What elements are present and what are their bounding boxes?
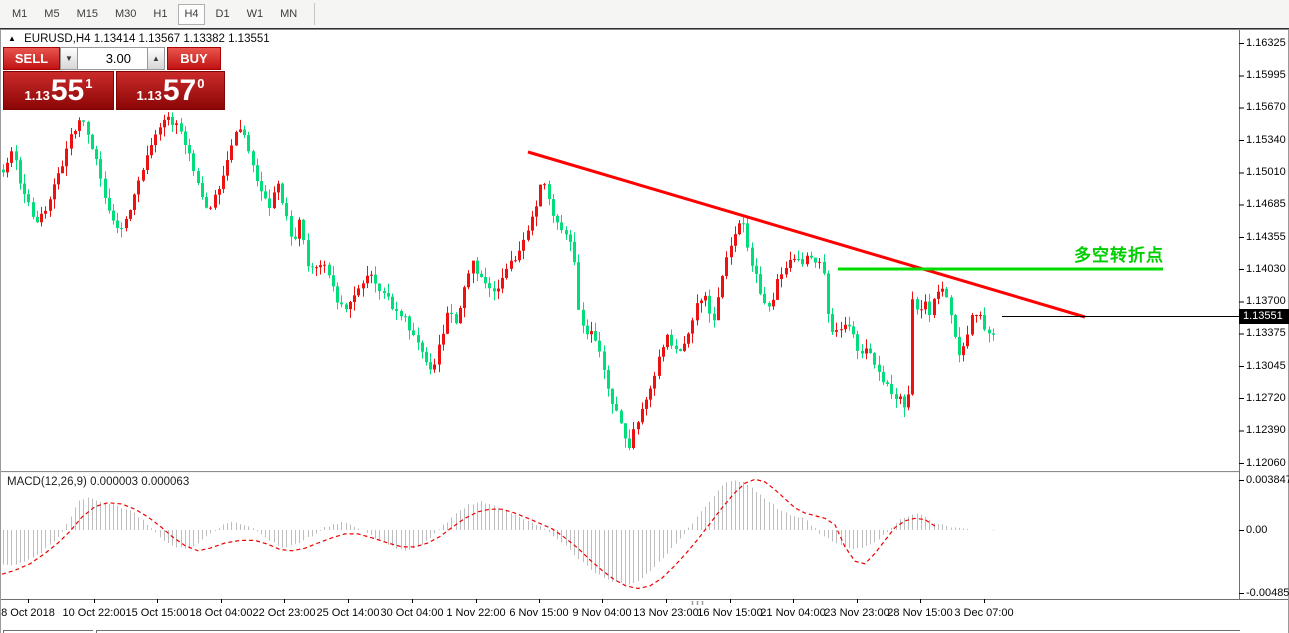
- macd-axis-label: 0.00: [1246, 524, 1268, 536]
- time-axis-label: 25 Oct 14:00: [316, 607, 380, 619]
- price-axis-label: 1.13700: [1246, 295, 1286, 308]
- timeframe-button-w1[interactable]: W1: [246, 7, 264, 20]
- buy-price-button[interactable]: 1.13 57 0: [116, 71, 225, 110]
- time-axis-label: 21 Nov 04:00: [760, 607, 826, 619]
- time-axis-label: 13 Nov 23:00: [633, 607, 699, 619]
- buy-price-pips: 57: [162, 73, 197, 107]
- macd-axis-label: 0.003847: [1246, 473, 1289, 486]
- time-axis-label: 1 Nov 22:00: [446, 607, 506, 619]
- macd-indicator-label: MACD(12,26,9) 0.000003 0.000063: [7, 476, 189, 488]
- volume-input[interactable]: [78, 47, 147, 70]
- sell-price-button[interactable]: 1.13 55 1: [3, 71, 114, 110]
- price-axis-label: 1.15670: [1246, 101, 1286, 114]
- price-axis-label: 1.14685: [1246, 198, 1286, 211]
- volume-decrease-button[interactable]: ▼: [60, 47, 78, 70]
- buy-price-point: 0: [197, 76, 205, 91]
- time-axis-label: 16 Nov 15:00: [697, 607, 763, 619]
- chart-title: ▲ EURUSD,H4 1.13414 1.13567 1.13382 1.13…: [8, 33, 270, 45]
- one-click-trading-panel: SELL ▼ ▲ BUY 1.13 55 1 1.13 57 0: [3, 47, 227, 111]
- price-axis-label: 1.16325: [1246, 37, 1286, 49]
- timeframe-button-h4[interactable]: H4: [178, 3, 205, 25]
- price-axis-label: 1.15010: [1246, 166, 1286, 179]
- time-axis-label: 30 Oct 04:00: [380, 607, 444, 619]
- symbol-period-label: EURUSD,H4: [24, 33, 91, 45]
- time-axis-label: 9 Nov 04:00: [572, 607, 632, 619]
- collapse-panel-icon[interactable]: ▲: [8, 34, 16, 43]
- current-price-badge: 1.13551: [1239, 309, 1289, 324]
- price-axis-label: 1.14030: [1246, 262, 1286, 275]
- buy-button[interactable]: BUY: [167, 47, 221, 70]
- time-axis-label: 3 Dec 07:00: [954, 607, 1014, 619]
- timeframe-button-d1[interactable]: D1: [215, 7, 230, 20]
- time-axis-label: 6 Nov 15:00: [509, 607, 569, 619]
- time-axis-label: 18 Oct 04:00: [189, 607, 253, 619]
- time-axis-label: 22 Oct 23:00: [252, 607, 316, 619]
- price-axis-label: 1.12060: [1246, 456, 1286, 469]
- time-axis-label: 8 Oct 2018: [1, 607, 55, 619]
- timeframe-button-m1[interactable]: M1: [12, 7, 28, 20]
- timeframe-toolbar: M1 M5 M15 M30 H1 H4 D1 W1 MN: [0, 0, 1289, 28]
- toolbar-separator: [314, 3, 316, 25]
- price-axis-label: 1.12390: [1246, 424, 1286, 437]
- time-axis-label: 28 Nov 15:00: [887, 607, 953, 619]
- time-axis-label: 10 Oct 22:00: [62, 607, 126, 619]
- time-axis-label: 23 Nov 23:00: [824, 607, 890, 619]
- macd-axis-label: -0.004856: [1246, 587, 1289, 599]
- turning-point-annotation: 多空转折点: [1074, 246, 1164, 265]
- price-axis-label: 1.13045: [1246, 359, 1286, 372]
- timeframe-button-m30[interactable]: M30: [114, 7, 137, 20]
- volume-increase-button[interactable]: ▲: [147, 47, 165, 70]
- price-axis-label: 1.15995: [1246, 69, 1286, 82]
- sell-button[interactable]: SELL: [3, 47, 60, 70]
- price-axis-label: 1.15340: [1246, 133, 1286, 146]
- buy-price-prefix: 1.13: [136, 88, 162, 103]
- sell-price-point: 1: [85, 76, 93, 91]
- timeframe-button-m15[interactable]: M15: [76, 7, 98, 20]
- price-axis-label: 1.13375: [1246, 327, 1286, 340]
- macd-name: MACD(12,26,9): [7, 476, 87, 488]
- price-axis-label: 1.14355: [1246, 230, 1286, 243]
- timeframe-button-m5[interactable]: M5: [44, 7, 60, 20]
- price-axis-label: 1.12720: [1246, 391, 1286, 404]
- macd-current-values: 0.000003 0.000063: [90, 476, 190, 488]
- ohlc-values: 1.13414 1.13567 1.13382 1.13551: [93, 33, 270, 45]
- timeframe-button-h1[interactable]: H1: [153, 7, 168, 20]
- timeframe-button-mn[interactable]: MN: [280, 7, 298, 20]
- time-axis-label: 15 Oct 15:00: [125, 607, 189, 619]
- sell-price-pips: 55: [50, 73, 85, 107]
- sell-price-prefix: 1.13: [24, 88, 50, 103]
